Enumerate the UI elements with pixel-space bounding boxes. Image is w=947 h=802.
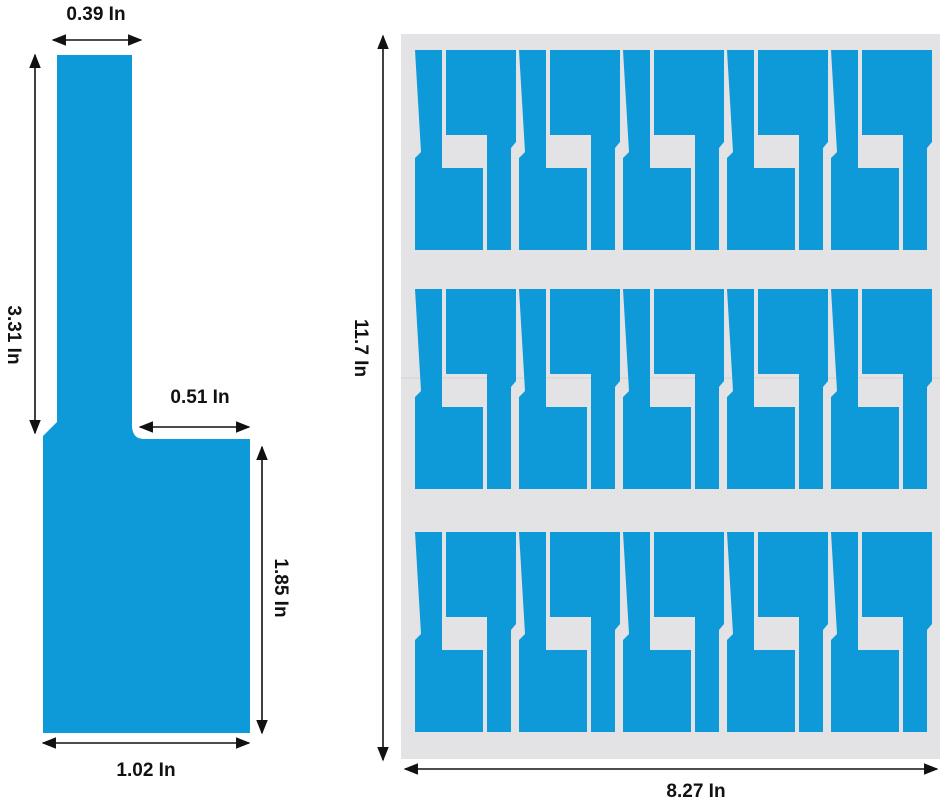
sheet-label-right-r1-c1 xyxy=(446,50,516,250)
sheet-label-left-r2-c4 xyxy=(727,289,795,489)
sheet-label-right-r2-c4 xyxy=(758,289,828,489)
sheet-label-grid xyxy=(415,50,932,732)
sheet-width-label: 8.27 In xyxy=(666,781,725,802)
sheet-label-left-r3-c3 xyxy=(623,532,691,732)
sheet-height-label: 11.7 In xyxy=(350,319,371,377)
sheet-label-left-r1-c1 xyxy=(415,50,483,250)
sheet-label-left-r1-c2 xyxy=(519,50,587,250)
sheet-label-left-r1-c4 xyxy=(727,50,795,250)
sheet-label-right-r3-c2 xyxy=(550,532,620,732)
sheet-label-right-r1-c2 xyxy=(550,50,620,250)
sheet-label-left-r1-c3 xyxy=(623,50,691,250)
sheet-label-right-r3-c1 xyxy=(446,532,516,732)
sheet-label-left-r3-c2 xyxy=(519,532,587,732)
sheet-label-left-r3-c1 xyxy=(415,532,483,732)
sheet-label-right-r1-c4 xyxy=(758,50,828,250)
sheet-label-left-r2-c1 xyxy=(415,289,483,489)
single-label-shape xyxy=(43,55,250,733)
top-width-label: 0.39 In xyxy=(66,4,125,25)
sheet-label-left-r2-c5 xyxy=(831,289,899,489)
bottom-width-label: 1.02 In xyxy=(116,760,175,781)
sheet-label-right-r3-c3 xyxy=(654,532,724,732)
sheet-label-left-r1-c5 xyxy=(831,50,899,250)
sheet-label-left-r3-c5 xyxy=(831,532,899,732)
sheet-label-right-r3-c4 xyxy=(758,532,828,732)
sheet-label-left-r3-c4 xyxy=(727,532,795,732)
sheet-label-right-r2-c2 xyxy=(550,289,620,489)
sheet-label-right-r2-c1 xyxy=(446,289,516,489)
sheet-label-right-r3-c5 xyxy=(862,532,932,732)
sheet-label-right-r2-c5 xyxy=(862,289,932,489)
sheet-label-left-r2-c2 xyxy=(519,289,587,489)
sheet-label-right-r1-c3 xyxy=(654,50,724,250)
bottom-height-label: 1.85 In xyxy=(270,558,291,617)
sheet-label-right-r2-c3 xyxy=(654,289,724,489)
total-height-label: 3.31 In xyxy=(3,305,24,364)
step-width-label: 0.51 In xyxy=(170,387,229,408)
sheet-label-left-r2-c3 xyxy=(623,289,691,489)
sheet-label-right-r1-c5 xyxy=(862,50,932,250)
